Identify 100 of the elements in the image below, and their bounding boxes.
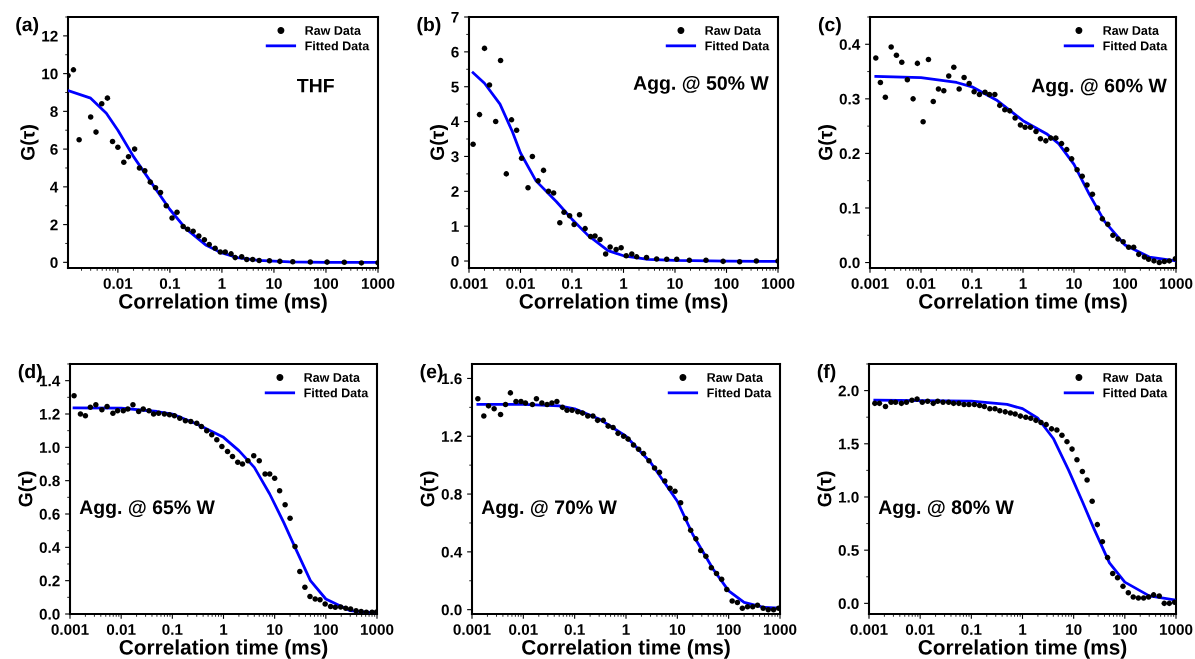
point [602,251,609,257]
y-tick-label: 1 [451,221,459,232]
point [971,401,978,408]
point [888,44,894,50]
point [518,398,524,405]
y-tick-label: 0.4 [441,546,463,558]
point [1089,191,1096,198]
point [262,471,268,477]
y-tick-label: 0.0 [838,598,859,610]
point [529,401,536,408]
point [249,256,256,263]
y-tick-label: 10 [42,68,58,80]
point [1151,258,1157,264]
annotation: Agg. @ 65% W [79,500,215,519]
x-axis-title: Correlation time (ms) [918,639,1127,659]
y-axis-title: G(τ) [429,125,448,161]
point [307,593,313,600]
point [545,188,552,195]
point [234,459,241,466]
y-tick-label: 0.8 [441,488,462,500]
annotation: Agg. @ 80% W [878,500,1014,519]
point [882,94,889,100]
x-tick-label: 0.1 [961,278,983,289]
point [992,91,998,98]
x-axis-title: Correlation time (ms) [119,293,327,313]
point [559,404,566,411]
point [618,245,624,251]
point [594,417,601,424]
point [256,457,263,464]
y-tick-label: 0.0 [441,604,462,616]
point [630,442,637,448]
point [876,400,883,407]
point [1161,258,1168,265]
chart-title: (e) [420,364,443,383]
y-tick-label: 6 [451,46,459,58]
point [287,515,293,521]
legend-label: Raw Data [707,373,764,382]
point [115,144,121,150]
annotation: Agg. @ 60% W [1031,78,1167,97]
legend-label: Fitted Data [304,388,369,398]
y-tick-label: 0.4 [39,542,61,554]
point [114,407,121,414]
point [550,190,557,196]
point [739,605,746,611]
point [222,249,229,255]
point [104,95,111,101]
point [198,423,205,430]
point [956,400,962,407]
point [1027,124,1034,130]
point [297,568,303,575]
point [971,88,977,95]
legend-label: Fitted Data [1103,41,1168,51]
x-tick-label: 0.001 [453,624,491,635]
point [184,226,191,233]
point [209,432,215,438]
x-tick-label: 0.1 [159,278,181,289]
point [610,424,616,431]
point [615,430,621,437]
point [682,515,689,522]
point [104,403,110,410]
point [1079,173,1086,180]
point [569,407,575,414]
point [533,395,540,402]
point [662,478,668,484]
point [492,118,499,125]
point [597,236,603,243]
point [1105,221,1111,228]
y-tick-label: 0.8 [39,475,60,487]
point [629,251,635,257]
point [872,400,878,407]
point [1006,108,1013,114]
point [535,178,541,184]
point [656,469,663,476]
x-tick-label: 0.1 [961,624,982,635]
point [1156,593,1162,599]
point [497,57,504,64]
x-tick-label: 1000 [360,624,394,635]
point [754,602,761,609]
y-axis-title: G(τ) [420,471,439,507]
point [180,223,186,230]
point [1135,251,1142,258]
point [561,209,567,215]
annotation: Agg. @ 50% W [633,75,769,94]
x-tick-label: 0.1 [564,624,585,635]
point [193,420,200,426]
point [1125,244,1132,251]
point [613,246,619,253]
point [582,225,588,232]
y-tick-label: 3 [451,151,459,163]
x-tick-label: 100 [714,278,739,289]
point [1094,205,1101,211]
point [760,605,766,611]
point [950,400,957,407]
point [196,233,202,239]
point [729,598,735,604]
point [150,411,157,417]
point [518,155,525,161]
point [651,465,658,471]
point [476,111,483,118]
y-tick-label: 0.5 [838,545,859,556]
